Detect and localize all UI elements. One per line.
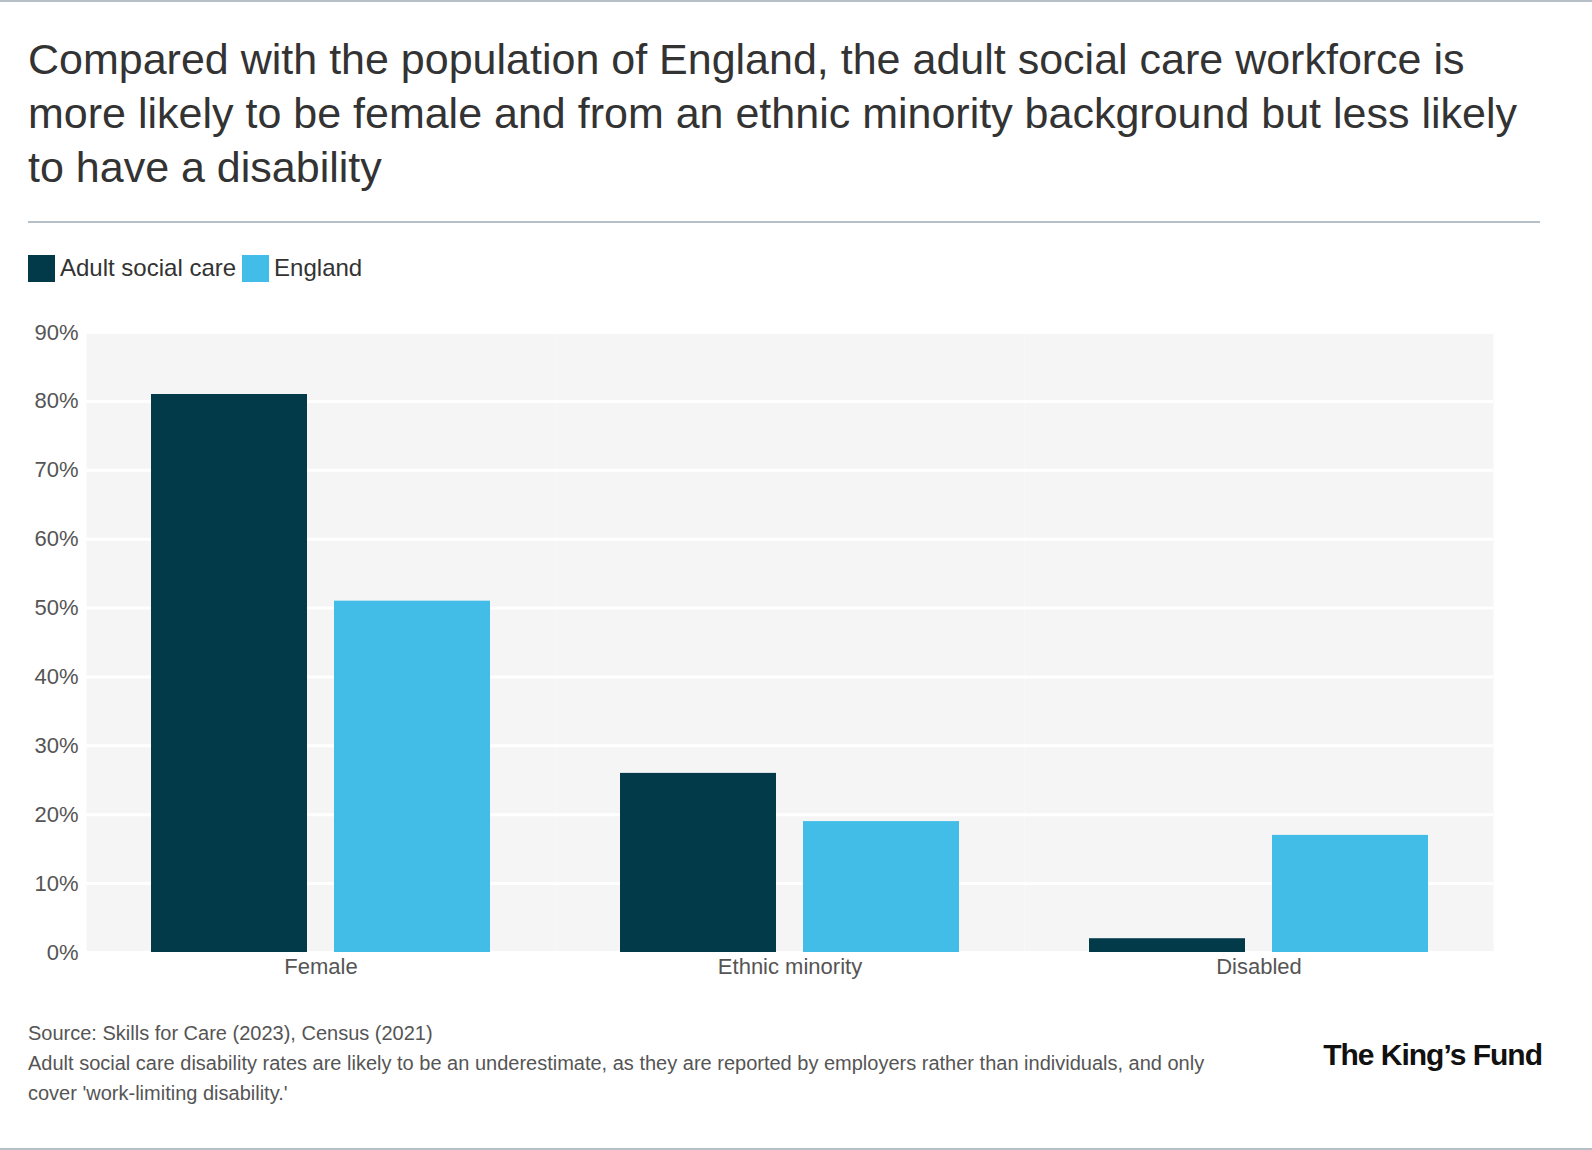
html-text:The King’s Fund: The King’s Fund [1323, 1038, 1542, 1071]
html-text:Adult social care disability r: Adult social care disability rates are l… [28, 1052, 1205, 1104]
svg-text:30%: 30% [34, 733, 78, 758]
svg-text:Female: Female [284, 954, 357, 979]
svg-text:40%: 40% [34, 664, 78, 689]
svg-text:10%: 10% [34, 871, 78, 896]
svg-text:0%: 0% [47, 940, 79, 965]
svg-text:80%: 80% [34, 388, 78, 413]
svg-text:20%: 20% [34, 802, 78, 827]
html-text:Adult social care: Adult social care [60, 254, 237, 281]
svg-text:Disabled: Disabled [1216, 954, 1302, 979]
html-text:England: England [274, 254, 363, 281]
html-text:Compared with the population o: Compared with the population of England,… [28, 35, 1517, 191]
svg-text:60%: 60% [34, 526, 78, 551]
svg-text:Ethnic minority: Ethnic minority [718, 954, 862, 979]
html-text:Source: Skills for Care (2023): Source: Skills for Care (2023), Census (… [28, 1022, 433, 1044]
svg-text:70%: 70% [34, 457, 78, 482]
svg-text:90%: 90% [34, 320, 78, 345]
svg-text:50%: 50% [34, 595, 78, 620]
